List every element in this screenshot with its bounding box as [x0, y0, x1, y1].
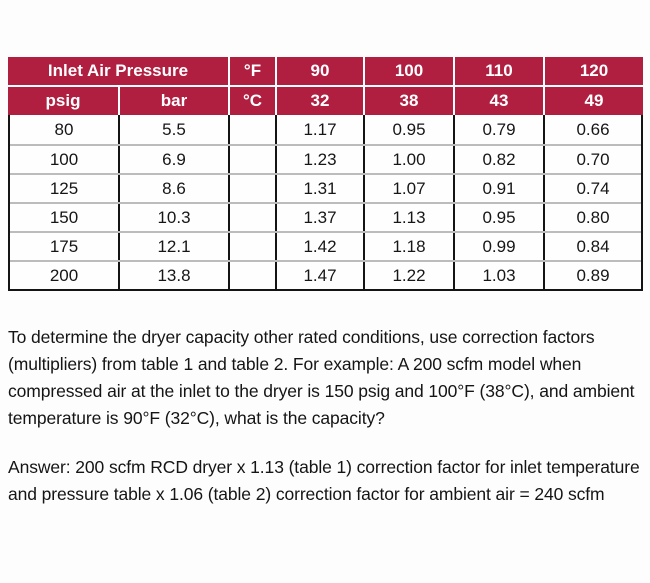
table-cell: 0.79: [455, 115, 545, 144]
header-unit-celsius: °C: [230, 87, 277, 115]
table-row: 150 10.3 1.37 1.13 0.95 0.80: [10, 202, 641, 231]
table-cell: 8.6: [120, 175, 230, 202]
table-cell: 0.74: [576, 178, 610, 198]
table-cell: 175: [10, 233, 120, 260]
table-cell: 0.70: [576, 149, 610, 169]
header-temp-c-32: 32: [277, 87, 365, 115]
header-temp-f-120: 120: [545, 57, 643, 87]
table-body: 80 5.5 1.17 0.95 0.79 0.66 100 6.9 1.23 …: [8, 115, 643, 291]
table-cell: 0.82: [455, 146, 545, 173]
table-cell: 0.80: [576, 207, 610, 227]
table-cell: 1.37: [277, 204, 365, 231]
header-temp-c-38: 38: [365, 87, 455, 115]
header-psig: psig: [8, 87, 120, 115]
table-cell: 1.00: [365, 146, 455, 173]
header-temp-c-49: 49: [584, 91, 604, 110]
table-cell: 6.9: [120, 146, 230, 173]
table-cell: 1.17: [277, 115, 365, 144]
explanation-text: To determine the dryer capacity other ra…: [8, 327, 635, 428]
table-cell: 0.89: [576, 265, 610, 285]
header-temp-f-100: 100: [365, 57, 455, 87]
table-cell: 1.13: [365, 204, 455, 231]
table-cell: [230, 115, 277, 144]
table-cell: 12.1: [120, 233, 230, 260]
table-cell: 0.91: [455, 175, 545, 202]
header-temp-f-90: 90: [277, 57, 365, 87]
table-cell: [230, 262, 277, 289]
table-cell: 0.95: [455, 204, 545, 231]
table-cell: 0.95: [365, 115, 455, 144]
table-cell: 1.47: [277, 262, 365, 289]
table-row: 125 8.6 1.31 1.07 0.91 0.74: [10, 173, 641, 202]
table-header-row-1: Inlet Air Pressure °F 90 100 110 120: [8, 57, 643, 87]
table-cell: 13.8: [120, 262, 230, 289]
table-cell: 1.22: [365, 262, 455, 289]
header-inlet-air-pressure: Inlet Air Pressure: [8, 57, 230, 87]
table-row: 80 5.5 1.17 0.95 0.79 0.66: [10, 115, 641, 144]
table-cell: 5.5: [120, 115, 230, 144]
table-cell: 0.84: [576, 236, 610, 256]
text-block: To determine the dryer capacity other ra…: [8, 324, 648, 508]
table-cell: 150: [10, 204, 120, 231]
table-cell: 125: [10, 175, 120, 202]
correction-factor-table: Inlet Air Pressure °F 90 100 110 120 psi…: [8, 57, 643, 291]
header-bar: bar: [120, 87, 230, 115]
table-row: 175 12.1 1.42 1.18 0.99 0.84: [10, 231, 641, 260]
table-cell: 1.23: [277, 146, 365, 173]
table-header-row-2: psig bar °C 32 38 43 49: [8, 87, 643, 115]
table-cell: [230, 175, 277, 202]
table-cell: [230, 233, 277, 260]
table-cell: 1.03: [455, 262, 545, 289]
table-cell: 100: [10, 146, 120, 173]
header-temp-c-43: 43: [455, 87, 545, 115]
header-temp-f-110: 110: [455, 57, 545, 87]
table-cell: 1.31: [277, 175, 365, 202]
table-cell: 1.42: [277, 233, 365, 260]
table-cell: [230, 146, 277, 173]
table-cell: 1.07: [365, 175, 455, 202]
table-cell: 1.18: [365, 233, 455, 260]
answer-text: Answer: 200 scfm RCD dryer x 1.13 (table…: [8, 457, 640, 504]
table-row: 100 6.9 1.23 1.00 0.82 0.70: [10, 144, 641, 173]
header-unit-fahrenheit: °F: [230, 57, 277, 87]
table-cell: 0.66: [576, 119, 610, 139]
table-cell: 80: [10, 115, 120, 144]
table-cell: [230, 204, 277, 231]
table-row: 200 13.8 1.47 1.22 1.03 0.89: [10, 260, 641, 289]
table-cell: 10.3: [120, 204, 230, 231]
table-cell: 200: [10, 262, 120, 289]
table-cell: 0.99: [455, 233, 545, 260]
